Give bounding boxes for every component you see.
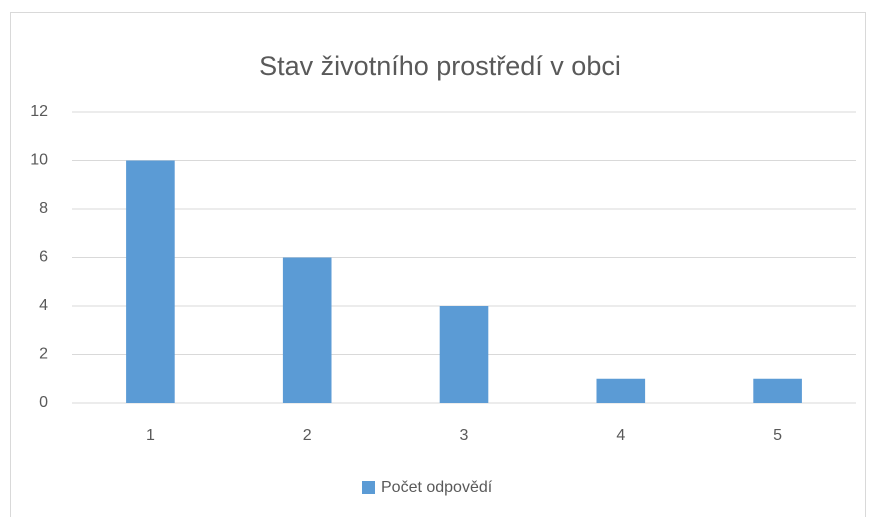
x-tick-label: 5 [773, 427, 782, 444]
y-tick-label: 12 [30, 103, 48, 120]
x-tick-label: 2 [303, 427, 312, 444]
y-tick-label: 0 [39, 394, 48, 411]
legend-swatch [362, 481, 375, 494]
bar [439, 306, 489, 403]
y-tick-label: 2 [39, 346, 48, 363]
y-tick-label: 8 [39, 200, 48, 217]
bar [126, 160, 175, 403]
bar [282, 257, 332, 403]
legend-label: Počet odpovědí [381, 479, 493, 496]
chart-title: Stav životního prostředí v obci [259, 51, 621, 81]
x-tick-label: 4 [616, 427, 625, 444]
x-tick-label: 3 [460, 427, 469, 444]
bar [753, 378, 802, 403]
x-tick-label: 1 [146, 427, 155, 444]
y-tick-label: 10 [30, 152, 48, 169]
y-tick-label: 6 [39, 249, 48, 266]
bar [596, 378, 646, 403]
y-tick-label: 4 [39, 297, 48, 314]
